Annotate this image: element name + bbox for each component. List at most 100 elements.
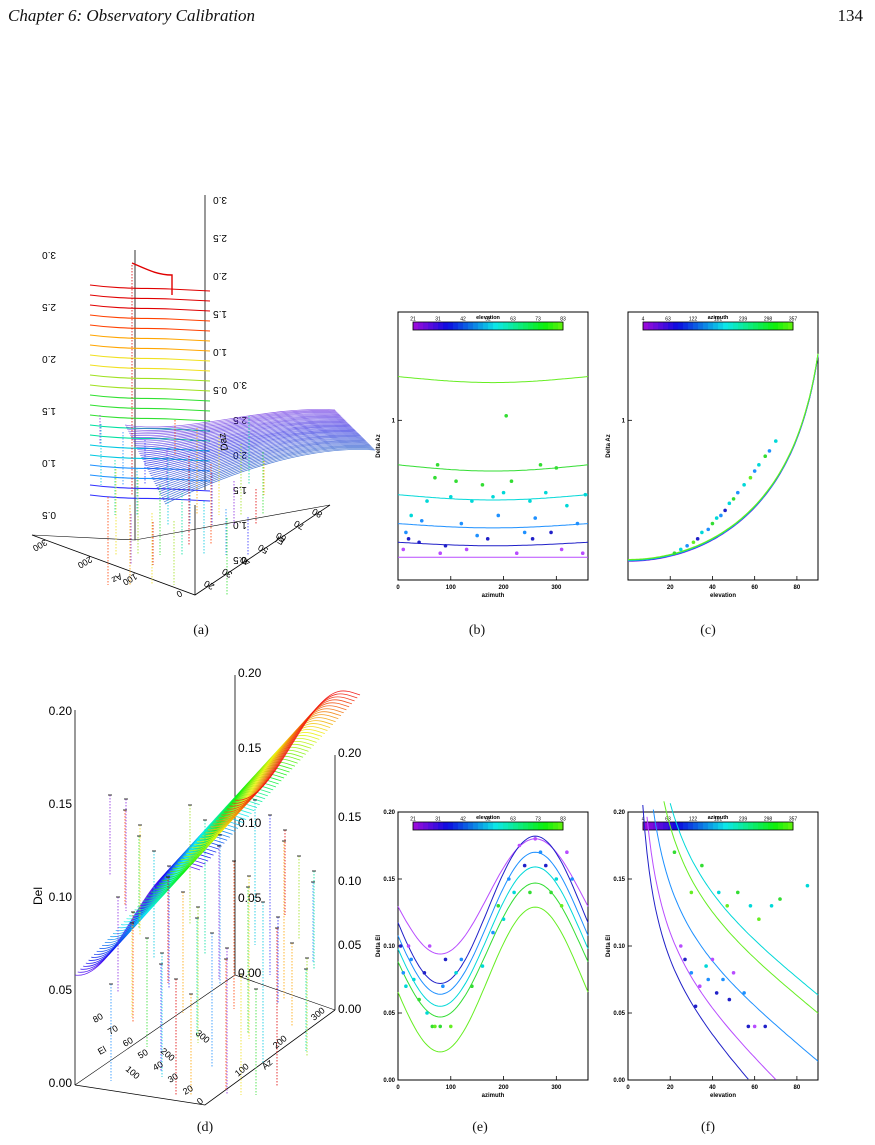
data-point <box>549 530 553 535</box>
data-point <box>704 964 708 968</box>
z-axis-label: Del <box>31 887 45 905</box>
colorbar-segment <box>468 822 474 830</box>
surface-mesh-line <box>140 424 351 456</box>
surface-mesh-line <box>135 419 346 446</box>
data-point <box>425 1011 429 1015</box>
colorbar-segment <box>543 822 549 830</box>
model-curve <box>397 866 589 1007</box>
colorbar-segment <box>683 822 689 830</box>
data-point <box>514 551 519 556</box>
surface-contour <box>89 454 211 462</box>
colorbar-segment <box>543 322 549 330</box>
model-curve <box>642 804 749 1080</box>
surface-mesh-line <box>186 743 312 854</box>
colorbar-segment <box>778 322 784 330</box>
colorbar-segment <box>773 822 779 830</box>
data-point <box>727 501 732 506</box>
data-point <box>454 971 458 975</box>
panel-c-svg: azimuth 4 63 122 181 239 298 357 20 40 60 80 elevati… <box>606 311 819 599</box>
data-point <box>580 551 585 556</box>
colorbar-tick-label: 239 <box>739 317 748 323</box>
data-point <box>683 957 687 962</box>
data-point <box>685 543 689 548</box>
el-tick-label: 50 <box>256 542 270 556</box>
plot-frame <box>627 311 819 581</box>
colorbar-title: elevation <box>476 815 500 821</box>
plot-frame <box>397 311 589 581</box>
data-point <box>404 530 408 535</box>
surface-contour <box>89 484 211 492</box>
colorbar-segment <box>743 822 749 830</box>
panel-d-surface-plot: 0.00 0.05 0.10 0.15 0.20 0.00 0.05 0.10 0.15 0.20… <box>30 665 370 1107</box>
colorbar-tick-label: 122 <box>689 317 698 323</box>
data-point <box>583 492 588 497</box>
colorbar-segment <box>678 822 684 830</box>
surface-mesh-line <box>136 420 347 448</box>
data-point <box>512 890 516 895</box>
data-point <box>528 890 532 895</box>
surface-mesh-line <box>130 414 341 437</box>
data-point <box>723 508 727 513</box>
surface-mesh-line <box>163 448 374 503</box>
y-tick-label: 0.05 <box>613 1011 625 1017</box>
x-tick-label: 80 <box>794 1085 801 1091</box>
surface-mesh-line <box>229 696 355 807</box>
colorbar-tick-label: 357 <box>789 317 798 323</box>
data-point <box>470 984 474 988</box>
surface-contour <box>89 444 211 452</box>
colorbar-segment <box>538 822 544 830</box>
z-tick-label-front: 1.5 <box>233 484 247 495</box>
x-tick-label: 0 <box>396 1085 400 1091</box>
colorbar-segment <box>413 322 419 330</box>
y-tick-label: 0.05 <box>383 1011 395 1017</box>
surface-mesh-line <box>226 699 352 810</box>
x-tick-label: 20 <box>667 1085 674 1091</box>
data-point <box>689 890 694 895</box>
surface-mesh-line <box>180 749 306 860</box>
surface-contour <box>89 304 211 312</box>
data-point <box>427 944 432 948</box>
panel-d-svg: 0.00 0.05 0.10 0.15 0.20 0.00 0.05 0.10 0.15 0.20… <box>31 666 362 1107</box>
colorbar-segment <box>703 322 709 330</box>
surface-mesh-line <box>232 693 358 804</box>
data-point <box>559 547 564 552</box>
surface-mesh-line <box>132 416 343 440</box>
model-curve <box>646 816 777 1080</box>
surface-mesh-line <box>152 436 363 481</box>
el-tick-label: 60 <box>121 1035 135 1049</box>
el-axis-label: El <box>96 1044 108 1057</box>
colorbar-segment <box>453 322 459 330</box>
colorbar-tick-label: 122 <box>689 817 698 823</box>
model-curve <box>397 838 589 955</box>
data-point <box>438 1024 443 1029</box>
caption-f: (f) <box>701 1120 715 1135</box>
surface-mesh-line <box>194 735 320 845</box>
data-point <box>441 984 445 988</box>
surface-contour <box>89 344 211 352</box>
data-point <box>700 530 704 535</box>
model-curve <box>397 541 589 547</box>
data-point <box>501 917 506 921</box>
colorbar-segment <box>723 322 729 330</box>
data-point <box>433 475 437 480</box>
colorbar-segment <box>688 322 694 330</box>
colorbar-segment <box>698 322 704 330</box>
data-point <box>448 494 453 499</box>
surface-mesh-line <box>154 438 365 485</box>
model-curve <box>397 906 589 1053</box>
surface-mesh-line <box>150 434 361 476</box>
colorbar-segment <box>733 322 739 330</box>
data-point <box>752 469 757 473</box>
x-tick-label: 100 <box>446 1085 457 1091</box>
colorbar-segment <box>788 822 794 830</box>
z-tick-label-mid: 0.15 <box>238 741 262 755</box>
colorbar-segment <box>488 822 494 830</box>
z-tick-label-right: 0.00 <box>338 1002 362 1016</box>
y-tick-label: 1 <box>392 418 396 424</box>
colorbar-segment <box>658 822 664 830</box>
surface-contour <box>89 294 211 302</box>
el-tick-label: 40 <box>151 1059 165 1073</box>
caption-e: (e) <box>472 1120 488 1135</box>
model-curve <box>628 354 819 562</box>
back-az-tick-label: 100 <box>124 1064 142 1081</box>
